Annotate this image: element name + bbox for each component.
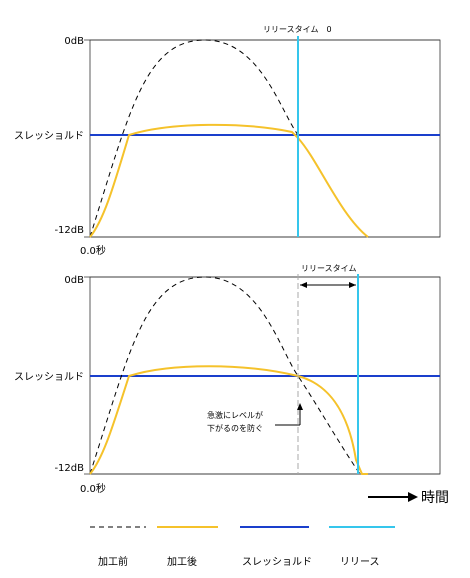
legend-label-after: 加工後: [167, 555, 197, 568]
annotation-text-line1: 急激にレベルが: [207, 410, 263, 420]
top-before-curve: [89, 39, 299, 238]
legend-label-release: リリース: [340, 557, 380, 568]
bottom-y-label-minus12db: -12dB: [54, 463, 84, 474]
top-y-label-minus12db: -12dB: [54, 225, 84, 236]
bottom-release-label: リリースタイム: [301, 264, 356, 273]
top-y-label-0db: 0dB: [64, 36, 84, 47]
top-y-label-threshold: スレッショルド: [14, 131, 84, 142]
bottom-panel: 0dB スレッショルド -12dB 0.0秒 リリースタイム 急激にレベルが 下…: [14, 264, 441, 495]
bottom-x-label-start: 0.0秒: [80, 482, 106, 495]
time-axis-arrow: [368, 492, 418, 502]
time-axis-label: 時間: [421, 490, 449, 506]
top-after-curve: [89, 123, 369, 238]
release-time-span-arrow: [300, 282, 356, 288]
legend-label-threshold: スレッショルド: [242, 557, 312, 568]
top-panel: 0dB スレッショルド -12dB 0.0秒 リリースタイム 0: [14, 25, 441, 257]
annotation-text-line2: 下がるのを防ぐ: [207, 423, 263, 433]
top-x-label-start: 0.0秒: [80, 244, 106, 257]
legend-label-before: 加工前: [98, 555, 128, 568]
bottom-y-label-0db: 0dB: [64, 275, 84, 286]
top-plot-frame: [89, 39, 441, 238]
bottom-before-curve: [89, 276, 361, 475]
legend: 加工前 加工後 スレッショルド リリース: [90, 526, 395, 568]
bottom-y-label-threshold: スレッショルド: [14, 372, 84, 383]
bottom-after-curve: [89, 365, 368, 475]
top-release-label: リリースタイム 0: [263, 25, 332, 34]
annotation-pointer: [275, 403, 303, 426]
